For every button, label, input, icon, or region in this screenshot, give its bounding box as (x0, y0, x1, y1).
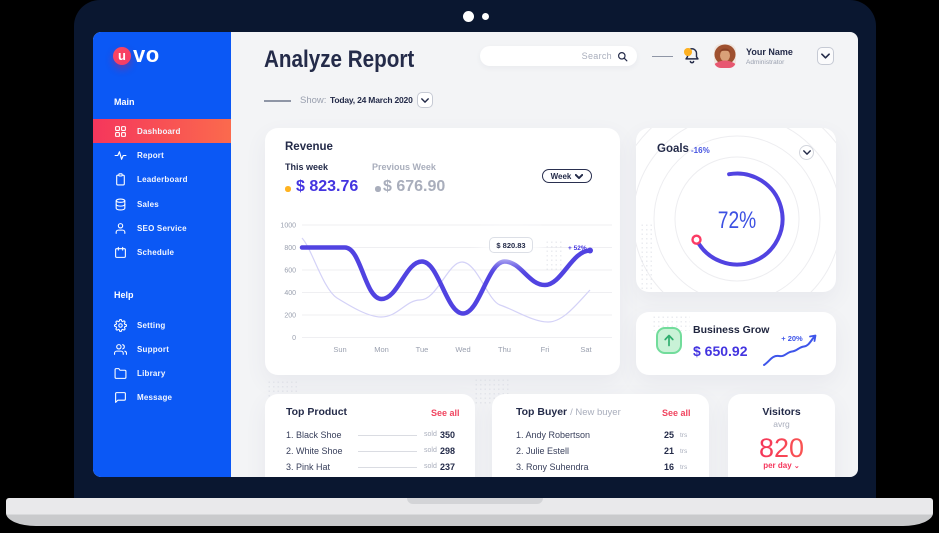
svg-text:Thu: Thu (498, 345, 511, 354)
svg-text:Mon: Mon (374, 345, 389, 354)
svg-text:200: 200 (284, 313, 296, 320)
svg-text:0: 0 (292, 335, 296, 342)
svg-text:Tue: Tue (416, 345, 429, 354)
svg-text:600: 600 (284, 268, 296, 275)
svg-text:1000: 1000 (280, 223, 296, 230)
svg-text:+ 20%: + 20% (781, 334, 803, 343)
svg-text:800: 800 (284, 245, 296, 252)
svg-text:Wed: Wed (455, 345, 470, 354)
svg-text:400: 400 (284, 290, 296, 297)
svg-text:Sat: Sat (580, 345, 592, 354)
svg-text:Fri: Fri (541, 345, 550, 354)
svg-text:Sun: Sun (333, 345, 346, 354)
